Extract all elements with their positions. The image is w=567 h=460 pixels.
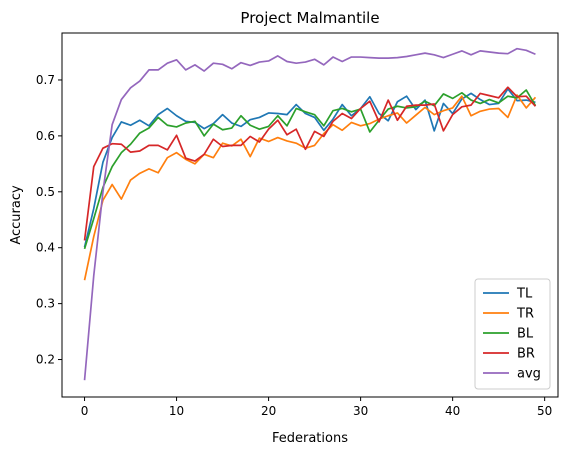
chart-title: Project Malmantile (240, 9, 379, 27)
y-tick-label: 0.5 (36, 185, 55, 199)
plot-frame (61, 32, 559, 398)
legend-label-br: BR (517, 347, 535, 362)
x-tick-label: 40 (445, 404, 460, 418)
y-axis-label: Accuracy (9, 185, 24, 245)
series-line-tl (83, 88, 536, 248)
legend-label-tr: TR (516, 307, 534, 322)
y-tick-label: 0.3 (36, 297, 55, 311)
legend-label-avg: avg (517, 367, 541, 382)
x-tick-label: 0 (81, 404, 89, 418)
series-line-tr (83, 94, 537, 281)
y-tick-label: 0.4 (36, 241, 55, 255)
legend: TL TR BL BR avg (474, 278, 551, 390)
x-tick-label: 20 (261, 404, 276, 418)
y-tick-label: 0.7 (36, 73, 55, 87)
x-tick-label: 10 (169, 404, 184, 418)
series-line-br (83, 86, 537, 241)
y-tick-label: 0.6 (36, 129, 55, 143)
y-axis: 0.2 0.3 0.4 0.5 0.6 0.7 (36, 73, 62, 367)
x-axis: 0 10 20 30 40 50 (81, 397, 552, 418)
legend-label-tl: TL (516, 287, 533, 302)
series-group (83, 47, 537, 381)
legend-box (474, 278, 551, 390)
series-line-bl (83, 89, 537, 250)
y-tick-label: 0.2 (36, 353, 55, 367)
x-tick-label: 30 (353, 404, 368, 418)
series-line-avg (83, 47, 536, 381)
x-tick-label: 50 (537, 404, 552, 418)
legend-label-bl: BL (517, 327, 534, 342)
x-axis-label: Federations (272, 431, 348, 446)
